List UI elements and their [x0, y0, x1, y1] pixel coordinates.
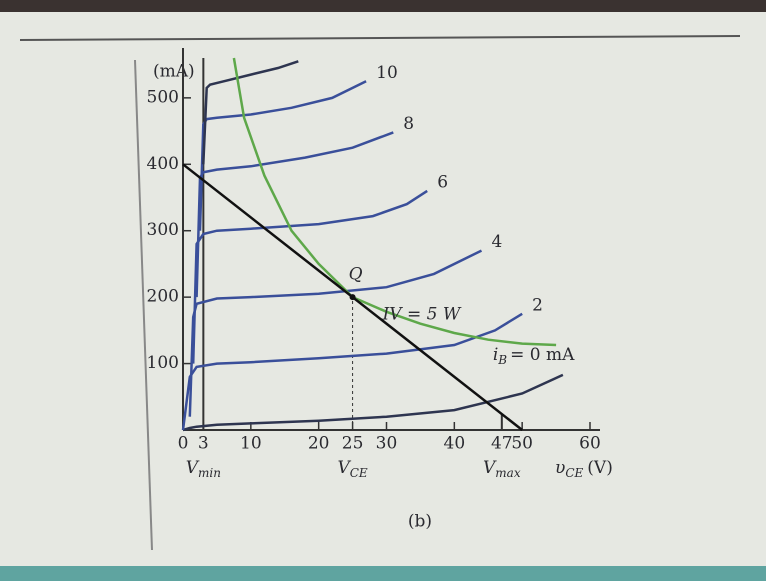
curve: [190, 251, 482, 417]
curve-label: 10: [376, 63, 398, 83]
y-tick-label: 500: [147, 87, 179, 107]
x-tick-label: 50: [511, 434, 533, 454]
curve-label: 6: [437, 172, 448, 192]
page-edge: [20, 36, 740, 40]
curve: [197, 132, 394, 297]
marker-label: Vmin: [186, 458, 221, 480]
x-tick-label: 47: [491, 434, 513, 454]
x-tick-label: 10: [240, 434, 262, 454]
x-tick-label: 0: [178, 434, 189, 454]
curve: [193, 191, 427, 364]
curve-label: 8: [403, 114, 414, 134]
curve-label: IV = 5 W: [382, 305, 462, 325]
y-tick-label: 100: [147, 353, 179, 373]
q-point: [350, 294, 356, 300]
curve-label: 4: [491, 232, 502, 252]
curve: [203, 61, 298, 164]
label-sub: B: [497, 352, 507, 366]
y-tick-label: 200: [147, 287, 179, 307]
curve-label: iB= 0 mA: [493, 344, 575, 366]
marker-label: VCE: [337, 458, 367, 480]
x-tick-label: 30: [376, 434, 398, 454]
x-tick-label: 40: [444, 434, 466, 454]
curve: [183, 375, 563, 430]
marker-sub: CE: [350, 466, 368, 480]
caption: (b): [408, 512, 432, 532]
x-tick-label: 60: [579, 434, 601, 454]
page: (mA) (b) υCE(V) 03 10 20 25 30 40 4750 60 100 200…: [0, 0, 766, 581]
x-axis-label: υCE(V): [555, 458, 613, 480]
q-label: Q: [349, 265, 363, 285]
x-tick-label: 20: [308, 434, 330, 454]
curve: [234, 58, 556, 345]
curve: [200, 81, 366, 230]
y-tick-label: 300: [147, 220, 179, 240]
marker-sub: max: [495, 466, 521, 480]
curve-label: 2: [532, 295, 543, 315]
y-axis-label: (mA): [153, 62, 195, 82]
x-tick-label: 3: [198, 434, 209, 454]
y-tick-label: 400: [147, 154, 179, 174]
x-tick-label: 25: [342, 434, 364, 454]
marker-sub: min: [198, 466, 221, 480]
marker-label: Vmax: [483, 458, 521, 480]
chart: (mA) (b) υCE(V) 03 10 20 25 30 40 4750 60 100 200…: [0, 0, 766, 581]
label-name: = 0 mA: [510, 344, 575, 364]
